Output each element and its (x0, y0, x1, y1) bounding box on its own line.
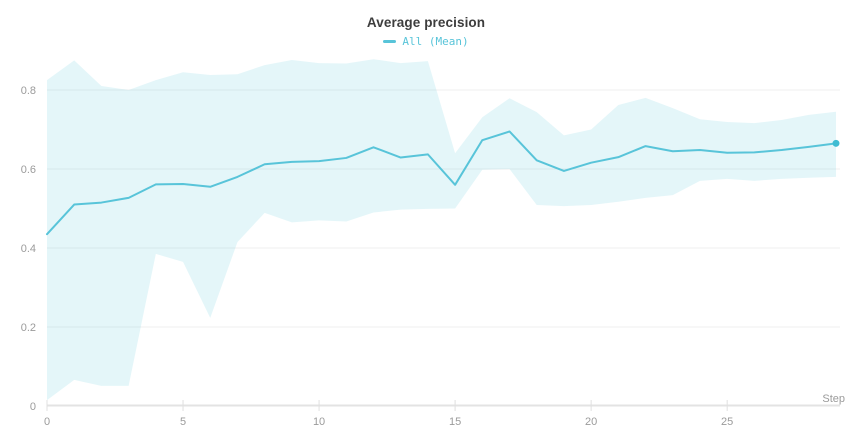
y-tick-label: 0.4 (21, 243, 36, 255)
mean-line[interactable] (46, 130, 837, 236)
y-tick-label: 0.6 (21, 164, 36, 176)
last-point-marker[interactable] (832, 139, 840, 147)
x-tick-label: 20 (585, 416, 597, 428)
x-tick-label: 25 (721, 416, 733, 428)
y-tick-label: 0.2 (21, 322, 36, 334)
chart-title: Average precision (366, 15, 486, 30)
legend[interactable]: All (Mean) (0, 36, 852, 47)
confidence-band (47, 59, 836, 401)
legend-line-swatch-icon (383, 40, 397, 43)
legend-label: All (Mean) (402, 35, 469, 48)
x-tick-label: 15 (449, 416, 461, 428)
x-tick-label: 5 (180, 416, 186, 428)
y-tick-label: 0 (30, 401, 36, 413)
y-tick-label: 0.8 (21, 85, 36, 97)
x-tick-label: 0 (44, 416, 50, 428)
x-axis-title: Step (822, 393, 845, 405)
x-tick-label: 10 (313, 416, 325, 428)
